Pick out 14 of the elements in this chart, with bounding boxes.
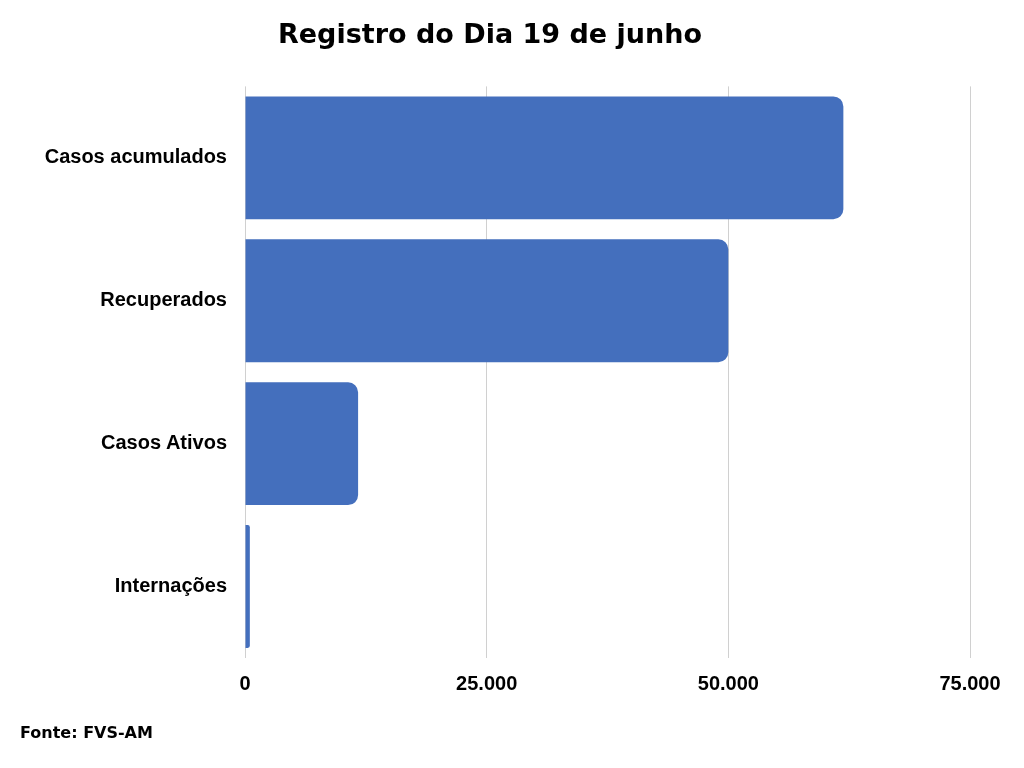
- x-tick-label: 50.000: [697, 671, 759, 694]
- bar: [245, 525, 250, 648]
- y-tick-label: Casos Ativos: [101, 431, 227, 454]
- chart-title: Registro do Dia 19 de junho: [278, 18, 702, 50]
- x-tick-label: 0: [239, 671, 251, 694]
- y-tick-label: Casos acumulados: [44, 145, 227, 168]
- x-tick-label: 25.000: [456, 671, 518, 694]
- x-tick-label: 75.000: [939, 671, 1001, 694]
- y-tick-label: Internações: [114, 574, 227, 597]
- bar: [245, 239, 729, 363]
- bar: [245, 382, 359, 506]
- source-note: Fonte: FVS-AM: [20, 723, 153, 742]
- bar: [245, 96, 844, 220]
- y-tick-label: Recuperados: [100, 288, 227, 311]
